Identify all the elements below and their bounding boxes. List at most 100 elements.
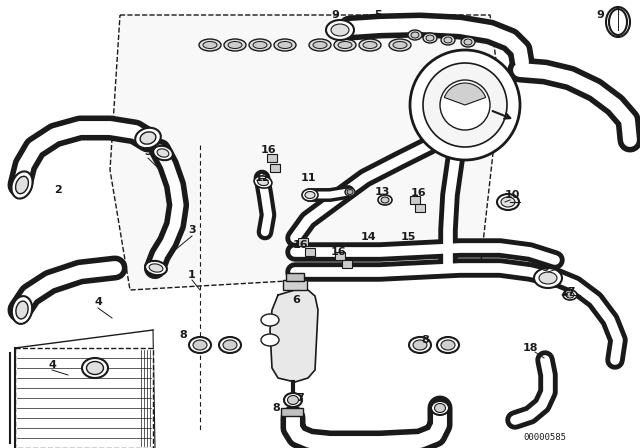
Text: 8: 8 — [421, 335, 429, 345]
Ellipse shape — [497, 194, 519, 210]
Ellipse shape — [464, 39, 472, 45]
Ellipse shape — [287, 396, 298, 405]
Text: 9: 9 — [331, 10, 339, 20]
Ellipse shape — [334, 39, 356, 51]
Ellipse shape — [426, 35, 434, 41]
Ellipse shape — [345, 188, 355, 196]
Ellipse shape — [278, 42, 292, 48]
Ellipse shape — [381, 197, 389, 203]
Text: 4: 4 — [48, 360, 56, 370]
Ellipse shape — [606, 7, 630, 37]
Ellipse shape — [140, 132, 156, 144]
Ellipse shape — [437, 337, 459, 353]
Ellipse shape — [611, 12, 625, 32]
Ellipse shape — [219, 337, 241, 353]
Polygon shape — [270, 290, 318, 382]
Ellipse shape — [135, 128, 161, 148]
Ellipse shape — [149, 264, 163, 272]
Ellipse shape — [193, 340, 207, 350]
Text: 1: 1 — [188, 270, 196, 280]
Bar — [335, 252, 345, 260]
Ellipse shape — [359, 39, 381, 51]
Ellipse shape — [408, 30, 422, 40]
Ellipse shape — [82, 358, 108, 378]
Ellipse shape — [254, 176, 272, 188]
Ellipse shape — [461, 37, 475, 47]
Bar — [305, 248, 315, 256]
Ellipse shape — [305, 191, 315, 198]
Text: 13: 13 — [374, 187, 390, 197]
Bar — [410, 196, 420, 204]
Ellipse shape — [347, 190, 353, 194]
Ellipse shape — [12, 296, 32, 324]
Text: 16: 16 — [260, 145, 276, 155]
Text: 16: 16 — [410, 188, 426, 198]
Circle shape — [440, 80, 490, 130]
Ellipse shape — [444, 37, 452, 43]
Text: 8: 8 — [179, 330, 187, 340]
Ellipse shape — [86, 362, 104, 375]
Ellipse shape — [563, 290, 577, 300]
Text: 7: 7 — [296, 393, 304, 403]
Ellipse shape — [313, 42, 327, 48]
Ellipse shape — [224, 39, 246, 51]
Ellipse shape — [411, 32, 419, 38]
Text: 2: 2 — [54, 185, 62, 195]
Ellipse shape — [199, 39, 221, 51]
Text: 11: 11 — [300, 173, 316, 183]
Text: 16: 16 — [330, 247, 346, 257]
Text: 3: 3 — [144, 147, 152, 157]
Ellipse shape — [253, 42, 267, 48]
Text: 3: 3 — [188, 225, 196, 235]
Text: 4: 4 — [94, 297, 102, 307]
Ellipse shape — [534, 268, 562, 288]
Ellipse shape — [302, 189, 318, 201]
Ellipse shape — [145, 261, 167, 275]
Ellipse shape — [435, 404, 445, 413]
Wedge shape — [444, 83, 486, 105]
Ellipse shape — [609, 9, 627, 35]
Ellipse shape — [409, 337, 431, 353]
Ellipse shape — [274, 39, 296, 51]
Text: 18: 18 — [522, 343, 538, 353]
Text: 8: 8 — [272, 403, 280, 413]
Ellipse shape — [389, 39, 411, 51]
Ellipse shape — [423, 33, 437, 43]
Ellipse shape — [331, 24, 349, 36]
Ellipse shape — [261, 334, 279, 346]
Ellipse shape — [257, 178, 268, 185]
Ellipse shape — [363, 42, 377, 48]
Circle shape — [410, 50, 520, 160]
Text: 00000585: 00000585 — [524, 434, 566, 443]
Ellipse shape — [228, 42, 242, 48]
Polygon shape — [110, 15, 500, 290]
Ellipse shape — [157, 149, 169, 157]
Ellipse shape — [15, 177, 28, 194]
Bar — [283, 280, 307, 290]
Ellipse shape — [441, 35, 455, 45]
Text: 16: 16 — [292, 240, 308, 250]
Text: 12: 12 — [254, 173, 269, 183]
Text: 9: 9 — [541, 263, 549, 273]
Bar — [267, 154, 277, 162]
Ellipse shape — [153, 146, 173, 160]
Ellipse shape — [223, 340, 237, 350]
Ellipse shape — [12, 172, 33, 198]
Bar — [15, 348, 153, 448]
Text: 6: 6 — [292, 295, 300, 305]
Ellipse shape — [16, 301, 28, 319]
Ellipse shape — [431, 401, 449, 415]
Ellipse shape — [566, 292, 574, 298]
Ellipse shape — [413, 340, 427, 350]
Ellipse shape — [441, 340, 455, 350]
Bar — [415, 204, 425, 212]
Text: 14: 14 — [360, 232, 376, 242]
Text: 10: 10 — [504, 190, 520, 200]
Text: 9: 9 — [596, 10, 604, 20]
Text: 17: 17 — [560, 287, 576, 297]
Ellipse shape — [326, 20, 354, 40]
Bar — [286, 273, 304, 281]
Ellipse shape — [203, 42, 217, 48]
Ellipse shape — [393, 42, 407, 48]
Ellipse shape — [309, 39, 331, 51]
